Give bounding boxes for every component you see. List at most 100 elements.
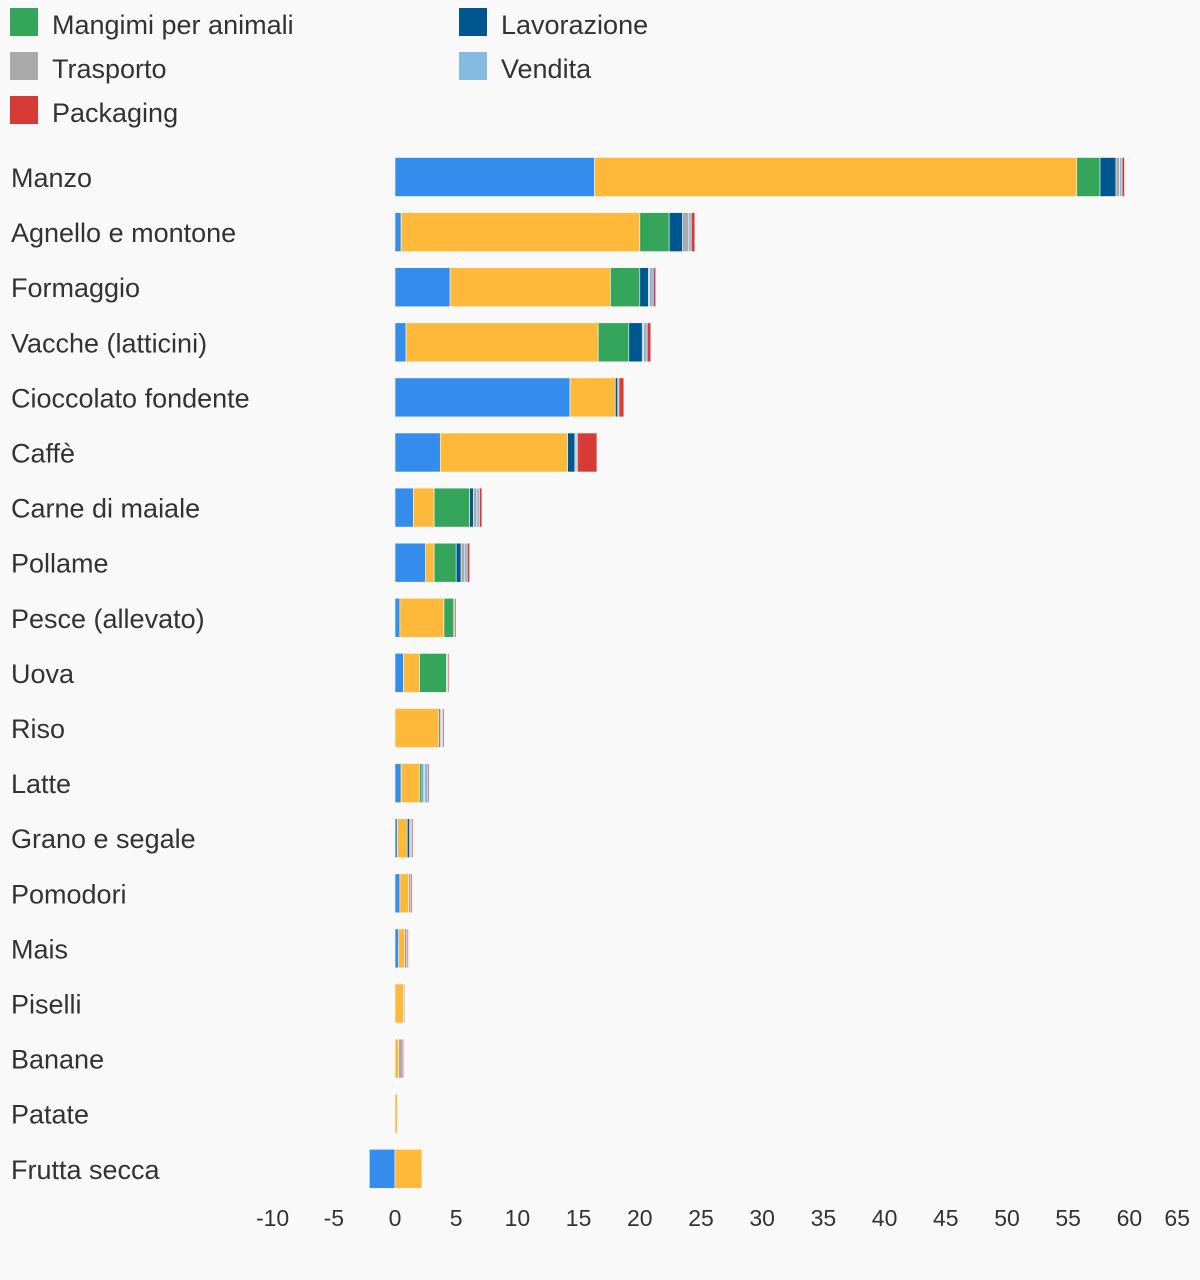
bar-segment bbox=[406, 928, 409, 969]
bar-segment bbox=[690, 212, 696, 252]
bar-segment bbox=[394, 212, 402, 252]
x-tick-label: 45 bbox=[933, 1205, 959, 1231]
legend-item: Trasporto bbox=[10, 52, 167, 84]
x-tick-label: -5 bbox=[324, 1205, 344, 1231]
bar-segment bbox=[1121, 157, 1125, 197]
category-label: Patate bbox=[11, 1100, 89, 1130]
bar-segment bbox=[639, 267, 649, 308]
bar-segment bbox=[433, 487, 470, 528]
bar-segment bbox=[464, 542, 468, 583]
bar-segment bbox=[455, 542, 462, 583]
bar-segment bbox=[399, 597, 445, 638]
bar-segment bbox=[398, 928, 406, 969]
bar-segment bbox=[639, 212, 670, 252]
bar-segment bbox=[1119, 157, 1123, 197]
bar-segment bbox=[682, 212, 690, 252]
bar-segment bbox=[473, 487, 478, 528]
legend-label: Mangimi per animali bbox=[52, 10, 294, 40]
legend-item: Mangimi per animali bbox=[10, 8, 294, 40]
bar-segment bbox=[394, 653, 404, 693]
bar-segment bbox=[688, 212, 692, 252]
legend-item: Packaging bbox=[10, 96, 178, 128]
bar-segment bbox=[427, 763, 430, 803]
bar-segment bbox=[400, 763, 420, 803]
category-label: Frutta secca bbox=[11, 1155, 161, 1185]
x-tick-label: 20 bbox=[627, 1205, 653, 1231]
bar-segment bbox=[567, 432, 576, 473]
legend-label: Trasporto bbox=[52, 54, 167, 84]
bar-segment bbox=[419, 763, 423, 803]
x-tick-label: -10 bbox=[256, 1205, 289, 1231]
bar-segment bbox=[460, 542, 466, 583]
x-tick-label: 40 bbox=[872, 1205, 898, 1231]
x-tick-label: 65 bbox=[1164, 1205, 1190, 1231]
bar-segment bbox=[439, 432, 568, 473]
bar-segment bbox=[398, 1038, 403, 1079]
x-tick-label: 60 bbox=[1117, 1205, 1143, 1231]
bar-segment bbox=[410, 873, 413, 914]
bars bbox=[368, 157, 1125, 1189]
bar-segment bbox=[403, 983, 406, 1024]
legend-item: Lavorazione bbox=[459, 8, 648, 40]
x-tick-label: 55 bbox=[1055, 1205, 1081, 1231]
bar-segment bbox=[628, 322, 643, 363]
bar-segment bbox=[394, 157, 595, 197]
category-label: Grano e segale bbox=[11, 824, 196, 854]
bar-segment bbox=[394, 542, 426, 583]
bar-segment bbox=[400, 212, 641, 252]
bar-segment bbox=[447, 653, 450, 693]
legend-swatch bbox=[10, 8, 38, 36]
bar-segment bbox=[476, 487, 480, 528]
x-axis: -10 -5 0 5 10 15 20 25 30 35 40 45 50 55 60 65 bbox=[256, 1205, 1190, 1231]
legend-label: Packaging bbox=[52, 98, 178, 128]
category-label: Uova bbox=[11, 659, 75, 689]
bar-segment bbox=[394, 267, 451, 308]
category-label: Banane bbox=[11, 1045, 104, 1075]
x-tick-label: 15 bbox=[566, 1205, 592, 1231]
bar-segment bbox=[597, 322, 630, 363]
category-label: Caffè bbox=[11, 439, 75, 469]
bar-segment bbox=[443, 597, 455, 638]
category-label: Vacche (latticini) bbox=[11, 328, 207, 358]
category-label: Pollame bbox=[11, 549, 109, 579]
bar-segment bbox=[405, 322, 599, 363]
bar-segment bbox=[618, 377, 625, 418]
bar-segment bbox=[469, 487, 474, 528]
bar-segment bbox=[449, 267, 611, 308]
bar-segment bbox=[594, 157, 1078, 197]
category-label: Cioccolato fondente bbox=[11, 383, 250, 413]
legend-label: Vendita bbox=[501, 54, 592, 84]
bar-segment bbox=[610, 267, 641, 308]
bar-segment bbox=[643, 322, 648, 363]
x-tick-label: 25 bbox=[688, 1205, 714, 1231]
legend-item: Vendita bbox=[459, 52, 592, 84]
bar-segment bbox=[394, 1149, 423, 1189]
bar-segment bbox=[394, 377, 571, 418]
legend-swatch bbox=[10, 96, 38, 124]
bar-segment bbox=[394, 322, 407, 363]
bar-segment bbox=[403, 653, 420, 693]
bar-segment bbox=[419, 653, 447, 693]
bar-segment bbox=[425, 542, 435, 583]
bar-segment bbox=[615, 377, 619, 418]
bar-segment bbox=[394, 818, 398, 859]
bar-segment bbox=[399, 873, 409, 914]
category-label: Latte bbox=[11, 769, 71, 799]
bar-segment bbox=[466, 542, 470, 583]
category-labels: Manzo Agnello e montone Formaggio Vacche (l… bbox=[11, 163, 250, 1185]
bar-segment bbox=[394, 1093, 398, 1134]
category-label: Agnello e montone bbox=[11, 218, 236, 248]
bar-segment bbox=[577, 432, 598, 473]
category-label: Manzo bbox=[11, 163, 92, 193]
bar-segment bbox=[411, 818, 414, 859]
category-label: Pesce (allevato) bbox=[11, 604, 205, 634]
bar-segment bbox=[394, 983, 404, 1024]
category-label: Carne di maiale bbox=[11, 494, 200, 524]
category-label: Piselli bbox=[11, 990, 82, 1020]
bar-segment bbox=[397, 818, 408, 859]
category-label: Pomodori bbox=[11, 879, 127, 909]
bar-segment bbox=[424, 763, 429, 803]
bar-segment bbox=[368, 1149, 396, 1189]
bar-segment bbox=[1099, 157, 1117, 197]
